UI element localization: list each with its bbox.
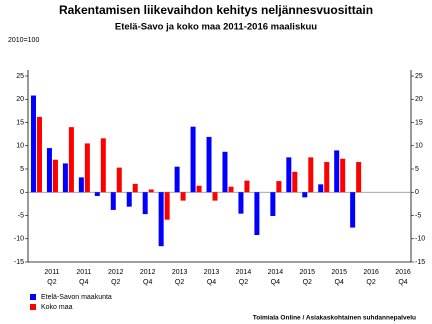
x-tick-label: Q4 [207,279,216,286]
y-tick-label: 10 [16,143,24,150]
bar [84,143,90,193]
bar [356,162,362,193]
bar [148,189,154,193]
source: Toimiala Online / Asiakaskohtainen suhda… [253,315,416,322]
bar [158,192,164,247]
bar [190,126,196,193]
y-tick-label: 5 [20,166,24,173]
bar [116,167,122,193]
bar [174,166,180,193]
bar [308,157,314,193]
bar [286,157,292,193]
bar [292,171,298,193]
x-tick-label: Q4 [143,279,152,286]
x-tick-label: Q4 [271,279,280,286]
bar [164,192,170,220]
x-tick-label: Q2 [366,279,375,286]
x-tick-label: 2015 [331,269,347,276]
y2-tick-label: -15 [415,259,425,266]
y2-tick-label: 25 [415,73,423,80]
y-tick-label: 0 [20,189,24,196]
bar [276,181,282,193]
y2-tick-label: 5 [415,166,419,173]
x-tick-label: Q4 [79,279,88,286]
bar [196,185,202,193]
bar [340,158,346,193]
x-tick-label: 2011 [44,269,59,276]
x-tick-label: Q4 [335,279,344,286]
y2-tick-label: 15 [415,119,423,126]
y-tick-label: 20 [16,96,24,103]
x-tick-label: 2016 [363,269,379,276]
x-tick-label: 2011 [76,269,91,276]
bar [30,95,36,193]
bar [100,138,106,193]
bar [222,151,228,193]
chart-title: Rakentamisen liikevaihdon kehitys neljän… [59,3,373,17]
y-tick-label: 15 [16,119,24,126]
bar [180,192,186,201]
y2-tick-label: -10 [415,236,425,243]
x-tick-label: 2014 [236,269,252,276]
bar [302,192,308,198]
x-tick-label: Q4 [398,279,407,286]
x-tick-label: Q2 [111,279,120,286]
bar [46,148,52,193]
bar [36,116,42,193]
x-tick-label: 2015 [299,269,315,276]
legend-label: Etelä-Savon maakunta [41,294,112,301]
legend-swatch [30,304,36,310]
x-tick-label: Q2 [47,279,56,286]
unit-label: 2010=100 [8,37,39,44]
y2-tick-label: 20 [415,96,423,103]
x-tick-label: 2013 [172,269,188,276]
bar [254,192,260,236]
x-tick-label: 2016 [395,269,411,276]
bar [142,192,148,215]
bar [206,136,212,193]
x-tick-label: 2012 [140,269,156,276]
bar [212,192,218,201]
bar [52,159,58,193]
x-tick-label: Q2 [239,279,248,286]
y-tick-label: 25 [16,73,24,80]
x-tick-label: Q2 [303,279,312,286]
bar [62,163,68,193]
x-tick-label: Q2 [175,279,184,286]
bar [94,192,100,196]
y-tick-label: -5 [18,212,24,219]
legend-swatch [30,294,36,300]
y2-tick-label: 0 [415,189,419,196]
bar [270,192,276,216]
bar [126,192,132,207]
bar [244,180,250,193]
bar [324,162,330,193]
bar [334,150,340,193]
bar [318,184,324,193]
bar [350,192,356,228]
y-tick-label: -10 [14,236,24,243]
bar [132,183,138,193]
chart-subtitle: Etelä-Savo ja koko maa 2011-2016 maalisk… [115,22,317,33]
bar [78,177,84,193]
x-tick-label: 2014 [268,269,284,276]
x-tick-label: 2012 [108,269,124,276]
bar [110,192,116,210]
bar [238,192,244,214]
y2-tick-label: -5 [415,212,421,219]
y2-tick-label: 10 [415,143,423,150]
bar [68,127,74,193]
bar [228,186,234,193]
y-tick-label: -15 [14,259,24,266]
x-tick-label: 2013 [204,269,220,276]
legend-label: Koko maa [41,304,73,311]
